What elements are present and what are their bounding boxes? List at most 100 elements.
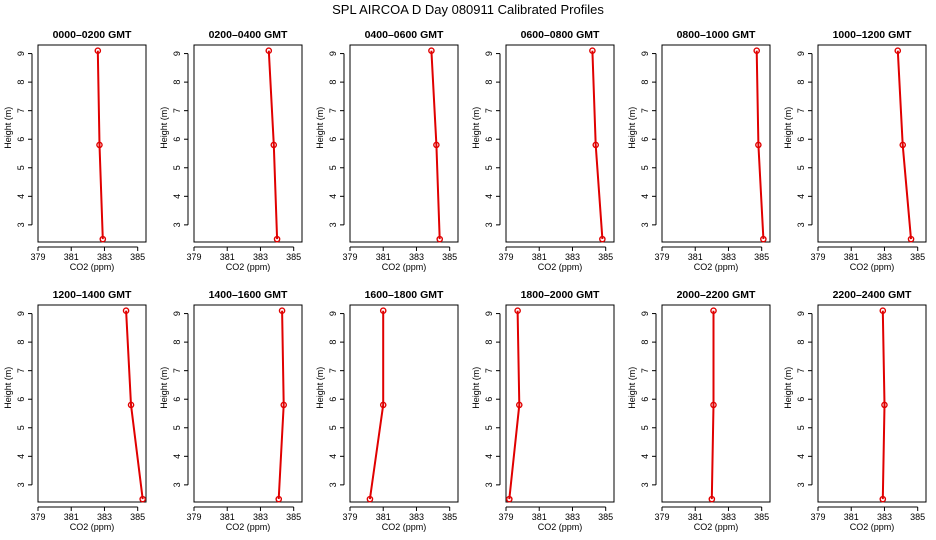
data-point (899, 141, 907, 149)
y-axis-label: Height (m) (159, 367, 169, 409)
y-tick-label: 7 (640, 368, 650, 373)
y-tick-label: 4 (172, 194, 182, 199)
profile-line (710, 310, 715, 500)
y-tick-label: 8 (640, 340, 650, 345)
x-tick-label: 381 (220, 252, 235, 262)
x-tick-label: 383 (253, 512, 268, 522)
x-axis-label: CO2 (ppm) (382, 262, 427, 272)
y-axis-label: Height (m) (783, 107, 793, 149)
profile-line (881, 310, 886, 500)
data-point (270, 141, 278, 149)
y-tick-label: 6 (796, 137, 806, 142)
figure-title: SPL AIRCOA D Day 080911 Calibrated Profi… (332, 2, 604, 17)
data-point (710, 401, 717, 409)
data-point (506, 495, 513, 503)
data-point (379, 307, 387, 315)
y-tick-label: 5 (484, 425, 494, 430)
panel-6: 1000–1200 GMT 379 381 383 385 CO2 (ppm) 3 4 5 6 7 8… (783, 29, 927, 272)
y-tick-label: 5 (796, 165, 806, 170)
x-tick-label: 385 (754, 252, 769, 262)
y-tick-label: 9 (796, 51, 806, 56)
y-tick-label: 5 (640, 425, 650, 430)
y-tick-label: 9 (16, 51, 26, 56)
y-tick-label: 6 (796, 397, 806, 402)
y-tick-label: 3 (796, 222, 806, 227)
y-tick-label: 6 (328, 397, 338, 402)
x-tick-label: 381 (688, 512, 703, 522)
y-tick-label: 3 (484, 222, 494, 227)
y-tick-label: 3 (796, 482, 806, 487)
x-tick-label: 385 (910, 252, 925, 262)
data-point (515, 401, 523, 409)
data-point (99, 235, 107, 243)
x-tick-label: 379 (810, 512, 825, 522)
panel-title: 0800–1000 GMT (677, 29, 756, 41)
panel-title: 1000–1200 GMT (833, 29, 912, 41)
y-tick-label: 9 (640, 51, 650, 56)
y-tick-label: 7 (16, 368, 26, 373)
x-tick-label: 381 (532, 512, 547, 522)
x-tick-label: 379 (654, 252, 669, 262)
profile-line (591, 50, 604, 240)
y-tick-label: 9 (16, 311, 26, 316)
y-tick-label: 4 (328, 194, 338, 199)
y-tick-label: 8 (484, 340, 494, 345)
profile-line (277, 310, 285, 500)
y-tick-label: 5 (796, 425, 806, 430)
x-tick-label: 385 (910, 512, 925, 522)
y-tick-label: 5 (328, 425, 338, 430)
profile-line (508, 310, 521, 500)
data-point (879, 307, 887, 315)
x-tick-label: 385 (442, 252, 457, 262)
panel-1: 0000–0200 GMT 379 381 383 385 CO2 (ppm) 3 4 5 6 7 8… (3, 29, 147, 272)
y-tick-label: 8 (796, 80, 806, 85)
x-tick-label: 383 (97, 512, 112, 522)
x-tick-label: 381 (220, 512, 235, 522)
y-tick-label: 3 (172, 222, 182, 227)
x-tick-label: 379 (30, 252, 45, 262)
x-axis-label: CO2 (ppm) (382, 522, 427, 532)
y-tick-label: 7 (328, 108, 338, 113)
panel-10: 1800–2000 GMT 379 381 383 385 CO2 (ppm) 3 4 5 6 7 8… (471, 289, 615, 532)
y-tick-label: 9 (796, 311, 806, 316)
y-tick-label: 3 (640, 222, 650, 227)
y-tick-label: 4 (484, 454, 494, 459)
y-tick-label: 8 (640, 80, 650, 85)
y-tick-label: 7 (484, 368, 494, 373)
x-tick-label: 381 (844, 512, 859, 522)
y-axis-label: Height (m) (159, 107, 169, 149)
y-tick-label: 7 (328, 368, 338, 373)
y-tick-label: 7 (172, 368, 182, 373)
y-tick-label: 4 (172, 454, 182, 459)
x-tick-label: 385 (130, 512, 145, 522)
y-tick-label: 9 (328, 51, 338, 56)
x-tick-label: 379 (30, 512, 45, 522)
data-point (273, 235, 281, 243)
data-point (436, 235, 444, 243)
y-tick-label: 4 (16, 454, 26, 459)
data-point (265, 47, 273, 55)
x-tick-label: 379 (186, 512, 201, 522)
data-point (879, 495, 887, 503)
plot-frame (817, 44, 927, 243)
y-tick-label: 3 (328, 482, 338, 487)
y-axis-label: Height (m) (627, 367, 637, 409)
plot-frame (193, 44, 303, 243)
plot-frame (817, 304, 927, 503)
y-tick-label: 9 (484, 311, 494, 316)
panel-4: 0600–0800 GMT 379 381 383 385 CO2 (ppm) 3 4 5 6 7 8… (471, 29, 615, 272)
x-tick-label: 385 (598, 252, 613, 262)
x-tick-label: 379 (342, 252, 357, 262)
y-tick-label: 8 (484, 80, 494, 85)
y-tick-label: 5 (640, 165, 650, 170)
plot-frame (193, 304, 303, 503)
y-tick-label: 8 (796, 340, 806, 345)
y-axis-label: Height (m) (627, 107, 637, 149)
x-tick-label: 385 (754, 512, 769, 522)
y-tick-label: 8 (172, 80, 182, 85)
x-tick-label: 379 (186, 252, 201, 262)
panel-title: 1600–1800 GMT (365, 289, 444, 301)
y-tick-label: 4 (640, 194, 650, 199)
x-tick-label: 381 (376, 512, 391, 522)
x-tick-label: 385 (286, 252, 301, 262)
